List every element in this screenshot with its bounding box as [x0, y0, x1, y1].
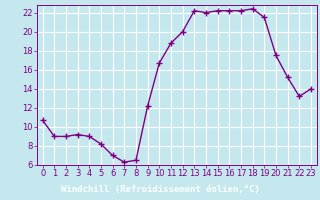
- Text: Windchill (Refroidissement éolien,°C): Windchill (Refroidissement éolien,°C): [60, 185, 260, 194]
